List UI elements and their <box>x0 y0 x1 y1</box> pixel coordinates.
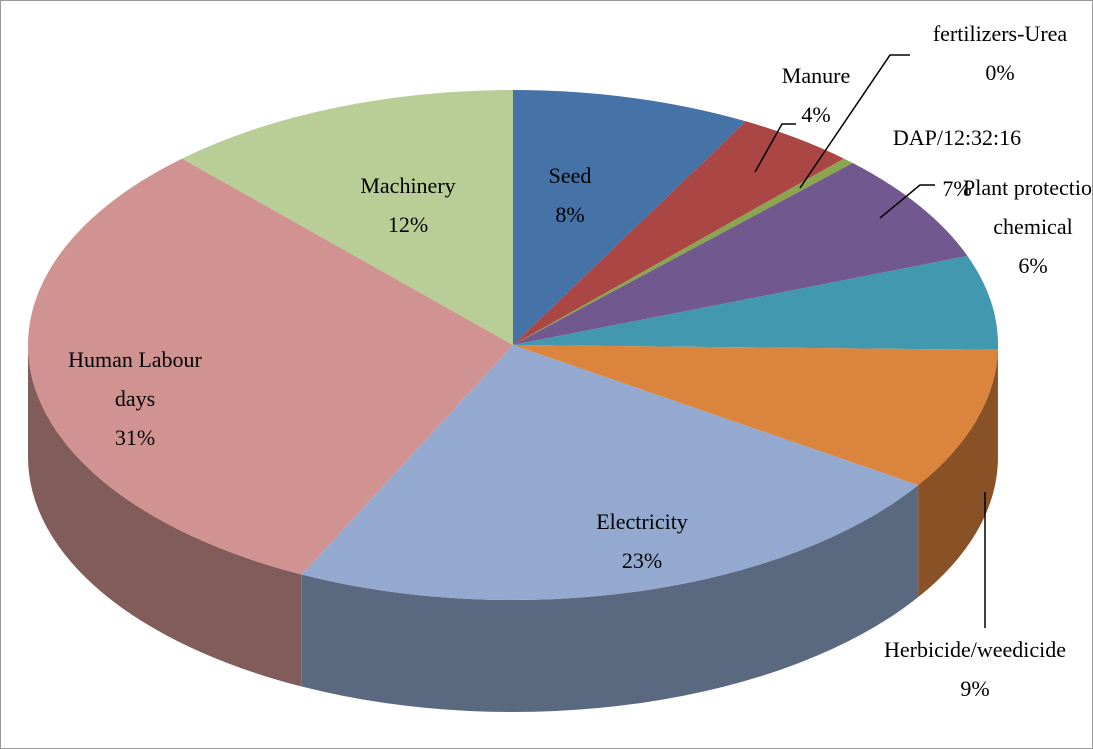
label-value: 31% <box>114 425 156 450</box>
label-value: 23% <box>621 548 663 573</box>
slice <box>513 345 998 486</box>
label-name: Herbicide/weedicide <box>883 637 1066 662</box>
slice <box>27 158 514 575</box>
label-name: Manure <box>781 63 851 88</box>
slice <box>301 345 919 601</box>
data-label: Machinery 12% <box>360 166 455 244</box>
leader-line <box>879 184 935 219</box>
data-label: Plant protection chemical 6% <box>963 168 1093 285</box>
label-value: 6% <box>1018 253 1048 278</box>
data-label: Seed 8% <box>549 156 592 234</box>
slice <box>513 90 746 345</box>
label-value: 12% <box>387 212 429 237</box>
label-name: fertilizers-Urea <box>932 21 1068 46</box>
data-label: Human Labour days 31% <box>55 340 215 457</box>
data-label: Manure 4% <box>782 56 850 134</box>
label-name: Plant protection chemical <box>963 175 1093 239</box>
label-value: 4% <box>801 102 831 127</box>
leader-line <box>754 123 796 173</box>
slice-side <box>918 349 998 598</box>
label-value: 0% <box>985 60 1015 85</box>
label-value: 7% <box>942 176 972 201</box>
label-name: Machinery <box>360 173 456 198</box>
label-name: DAP/12:32:16 <box>892 125 1022 150</box>
slice <box>182 90 514 345</box>
slice <box>513 158 853 345</box>
data-label: Herbicide/weedicide 9% <box>875 630 1075 708</box>
label-value: 8% <box>555 202 585 227</box>
label-name: Electricity <box>596 509 688 534</box>
slice-side <box>28 345 302 687</box>
leader-line <box>799 54 910 189</box>
slice-side <box>301 485 919 713</box>
data-label: fertilizers-Urea 0% <box>933 14 1067 92</box>
label-name: Human Labour days <box>68 347 202 411</box>
label-value: 9% <box>960 676 990 701</box>
label-name: Seed <box>548 163 592 188</box>
slice <box>513 121 844 345</box>
slice <box>513 163 968 345</box>
data-label: DAP/12:32:16 7% <box>893 118 1021 208</box>
slice <box>513 255 998 350</box>
data-label: Electricity 23% <box>596 502 688 580</box>
